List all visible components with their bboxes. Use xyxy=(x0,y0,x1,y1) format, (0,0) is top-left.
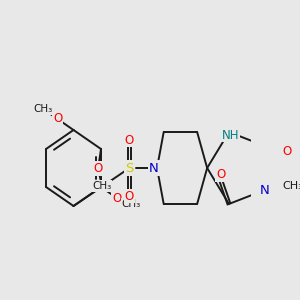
Text: O: O xyxy=(112,191,122,205)
Text: N: N xyxy=(149,161,159,175)
Text: O: O xyxy=(53,112,62,125)
Text: CH₃: CH₃ xyxy=(34,104,53,114)
Text: NH: NH xyxy=(222,129,239,142)
Text: O: O xyxy=(94,162,103,175)
Text: CH₃: CH₃ xyxy=(282,181,300,191)
Text: CH₃: CH₃ xyxy=(122,199,141,209)
Text: CH₃: CH₃ xyxy=(92,181,112,191)
Text: O: O xyxy=(125,190,134,202)
Text: O: O xyxy=(216,168,225,182)
Text: O: O xyxy=(282,145,291,158)
Text: O: O xyxy=(125,134,134,146)
Text: N: N xyxy=(260,184,269,197)
Text: S: S xyxy=(125,161,134,175)
